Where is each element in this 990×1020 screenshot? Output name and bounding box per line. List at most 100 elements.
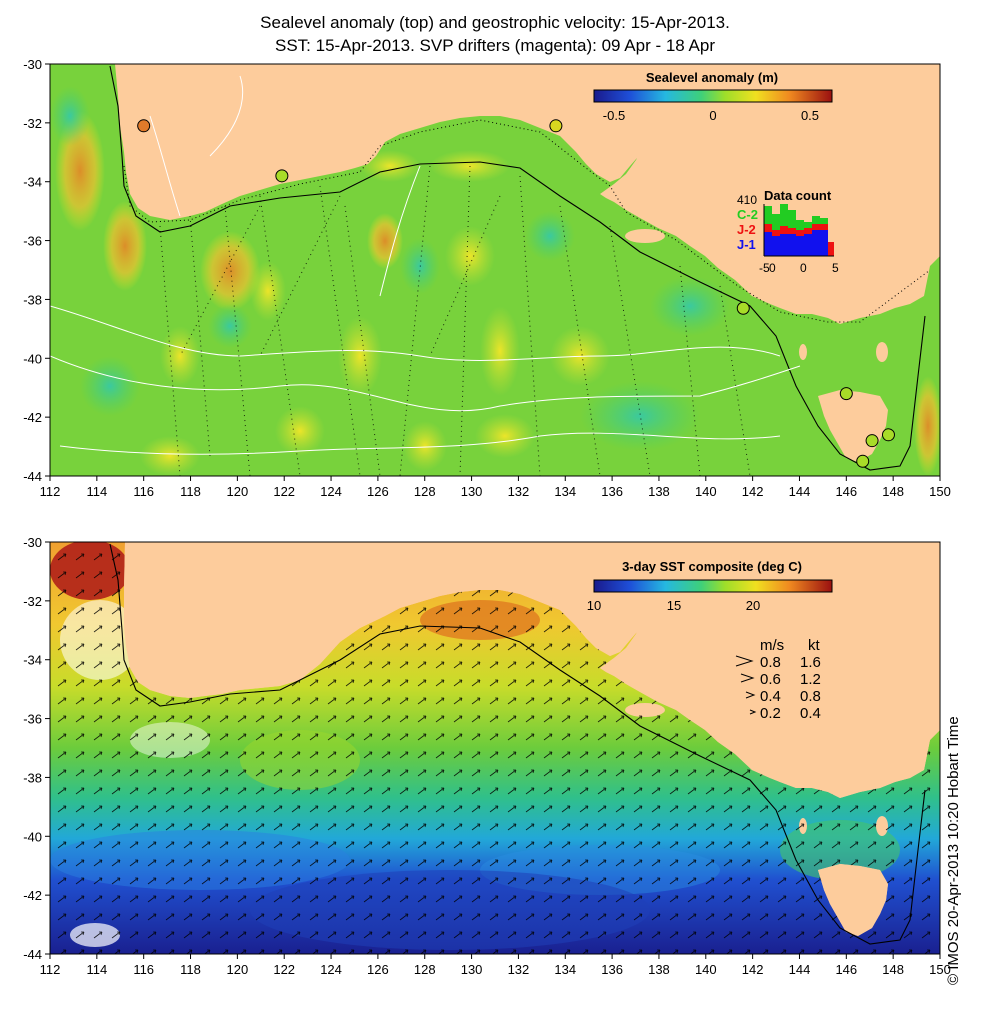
top-lon-tick-label: 128 bbox=[414, 484, 436, 496]
velocity-key-ms-0: 0.8 bbox=[760, 654, 781, 671]
sla-colorbar: Sealevel anomaly (m) -0.5 0 0.5 bbox=[593, 70, 833, 123]
sst-map: 112 114 116 118 120 122 124 126 128 130 132 134 136 1… bbox=[23, 535, 951, 977]
altimeter-tracks bbox=[159, 165, 751, 476]
tide-gauge-marker bbox=[275, 169, 289, 183]
velocity-key-ms-1: 0.6 bbox=[760, 671, 781, 688]
data-count-x-neg5: -5 bbox=[759, 261, 770, 275]
copyright-timestamp: © IMOS 20-Apr-2013 10:20 Hobart Time bbox=[945, 716, 962, 985]
bottom-lon-tick-label: 128 bbox=[414, 962, 436, 977]
sla-colorbar-label-pos: 0.5 bbox=[801, 108, 819, 123]
top-lon-tick-label: 142 bbox=[742, 484, 764, 496]
top-lat-tick-label: -32 bbox=[23, 116, 42, 131]
sst-colorbar-label-15: 15 bbox=[667, 598, 681, 613]
shelf-contour-sst bbox=[109, 543, 926, 945]
data-count-x-0a: 0 bbox=[769, 261, 776, 275]
top-lon-tick-label: 134 bbox=[554, 484, 576, 496]
bottom-lon-tick-label: 136 bbox=[601, 962, 623, 977]
top-lon-tick-label: 140 bbox=[695, 484, 717, 496]
top-lon-tick-label: 132 bbox=[508, 484, 530, 496]
top-lon-tick-label: 112 bbox=[40, 484, 61, 496]
bottom-lon-tick-label: 112 bbox=[40, 962, 61, 977]
velocity-key-ms-2: 0.4 bbox=[760, 688, 781, 705]
velocity-key-header-ms: m/s bbox=[760, 637, 784, 654]
bottom-lon-tick-label: 150 bbox=[929, 962, 951, 977]
tide-gauge-marker bbox=[137, 119, 151, 133]
top-lat-tick-label: -42 bbox=[23, 410, 42, 425]
bottom-lon-tick-label: 148 bbox=[882, 962, 904, 977]
top-lon-tick-label: 124 bbox=[320, 484, 342, 496]
bottom-lon-tick-label: 144 bbox=[789, 962, 811, 977]
bottom-lon-tick-label: 118 bbox=[180, 962, 201, 977]
data-count-label-j1: J-1 bbox=[737, 237, 756, 252]
top-lat-tick-label: -36 bbox=[23, 234, 42, 249]
top-lon-tick-label: 136 bbox=[601, 484, 623, 496]
data-count-title: Data count bbox=[764, 188, 832, 203]
data-count-inset: Data count 410 C-2 J-2 J-1 -5 0 0 5 bbox=[737, 188, 839, 275]
top-lon-tick-label: 144 bbox=[789, 484, 811, 496]
top-lon-tick-label: 150 bbox=[929, 484, 951, 496]
bottom-lon-tick-label: 138 bbox=[648, 962, 670, 977]
land-king-island bbox=[799, 344, 807, 360]
tide-gauge-marker bbox=[549, 119, 563, 133]
land-australia bbox=[115, 64, 940, 324]
top-lon-tick-label: 118 bbox=[180, 484, 201, 496]
velocity-key-kt-0: 1.6 bbox=[800, 654, 821, 671]
bottom-lat-tick-label: -40 bbox=[23, 829, 42, 844]
bottom-map-frame bbox=[49, 541, 941, 955]
bottom-lat-tick-label: -42 bbox=[23, 888, 42, 903]
velocity-key: m/s kt 0.8 1.6 0.6 1.2 0.4 0.8 0.2 0.4 bbox=[735, 637, 821, 722]
bottom-lon-tick-label: 130 bbox=[461, 962, 483, 977]
velocity-key-kt-3: 0.4 bbox=[800, 705, 821, 722]
land-kangaroo-island bbox=[625, 229, 665, 243]
bottom-lat-axis: -30 -32 -34 -36 -38 -40 -42 -44 bbox=[23, 535, 50, 962]
top-lon-tick-label: 120 bbox=[227, 484, 249, 496]
white-contours bbox=[50, 75, 801, 455]
top-lat-tick-label: -38 bbox=[23, 292, 42, 307]
bottom-lon-tick-label: 116 bbox=[133, 962, 154, 977]
tide-gauge-marker bbox=[881, 428, 895, 442]
data-count-bars bbox=[764, 204, 834, 256]
bottom-lon-tick-label: 132 bbox=[508, 962, 530, 977]
bottom-lon-tick-label: 120 bbox=[227, 962, 249, 977]
top-lon-tick-label: 122 bbox=[273, 484, 295, 496]
tide-gauge-marker bbox=[856, 454, 870, 468]
bottom-lon-axis: 112 114 116 118 120 122 124 126 128 130 132 134 136 1… bbox=[40, 954, 951, 977]
bottom-lat-tick-label: -32 bbox=[23, 594, 42, 609]
sst-colorbar-title: 3-day SST composite (deg C) bbox=[622, 559, 802, 574]
sla-colorbar-label-neg: -0.5 bbox=[603, 108, 625, 123]
sst-colorbar: 3-day SST composite (deg C) 10 15 20 bbox=[587, 559, 833, 613]
top-lon-tick-label: 126 bbox=[367, 484, 389, 496]
sst-colorbar-label-10: 10 bbox=[587, 598, 601, 613]
velocity-key-arrow-2 bbox=[745, 691, 756, 699]
bottom-lon-tick-label: 142 bbox=[742, 962, 764, 977]
tide-gauge-marker bbox=[865, 434, 879, 448]
sla-colorbar-title: Sealevel anomaly (m) bbox=[646, 70, 778, 85]
sla-anomaly-patches bbox=[50, 86, 940, 476]
top-lon-tick-label: 114 bbox=[86, 484, 107, 496]
top-lon-tick-label: 138 bbox=[648, 484, 670, 496]
velocity-key-kt-2: 0.8 bbox=[800, 688, 821, 705]
data-count-x-5: 5 bbox=[832, 261, 839, 275]
top-lon-tick-label: 146 bbox=[835, 484, 857, 496]
top-lon-tick-label: 130 bbox=[461, 484, 483, 496]
sla-colorbar-gradient bbox=[593, 89, 833, 103]
sst-colorbar-label-20: 20 bbox=[746, 598, 760, 613]
top-lon-tick-label: 116 bbox=[133, 484, 154, 496]
bottom-lat-tick-label: -30 bbox=[23, 535, 42, 550]
velocity-key-header-kt: kt bbox=[808, 637, 821, 654]
bottom-lat-tick-label: -34 bbox=[23, 653, 42, 668]
top-lat-tick-label: -34 bbox=[23, 175, 42, 190]
bottom-lat-tick-label: -38 bbox=[23, 770, 42, 785]
bottom-lon-tick-label: 134 bbox=[554, 962, 576, 977]
data-count-label-c2: C-2 bbox=[737, 207, 758, 222]
tide-gauge-markers bbox=[137, 119, 895, 468]
top-lat-tick-label: -30 bbox=[23, 57, 42, 72]
bottom-lon-tick-label: 126 bbox=[367, 962, 389, 977]
data-count-max: 410 bbox=[737, 193, 757, 207]
land-flinders-island bbox=[876, 342, 888, 362]
velocity-key-arrow-1 bbox=[740, 673, 755, 683]
velocity-key-kt-1: 1.2 bbox=[800, 671, 821, 688]
title-line-2: SST: 15-Apr-2013. SVP drifters (magenta)… bbox=[274, 36, 716, 55]
top-lat-tick-label: -44 bbox=[23, 469, 42, 484]
top-lat-axis: -30 -32 -34 -36 -38 -40 -42 -44 bbox=[23, 57, 50, 484]
